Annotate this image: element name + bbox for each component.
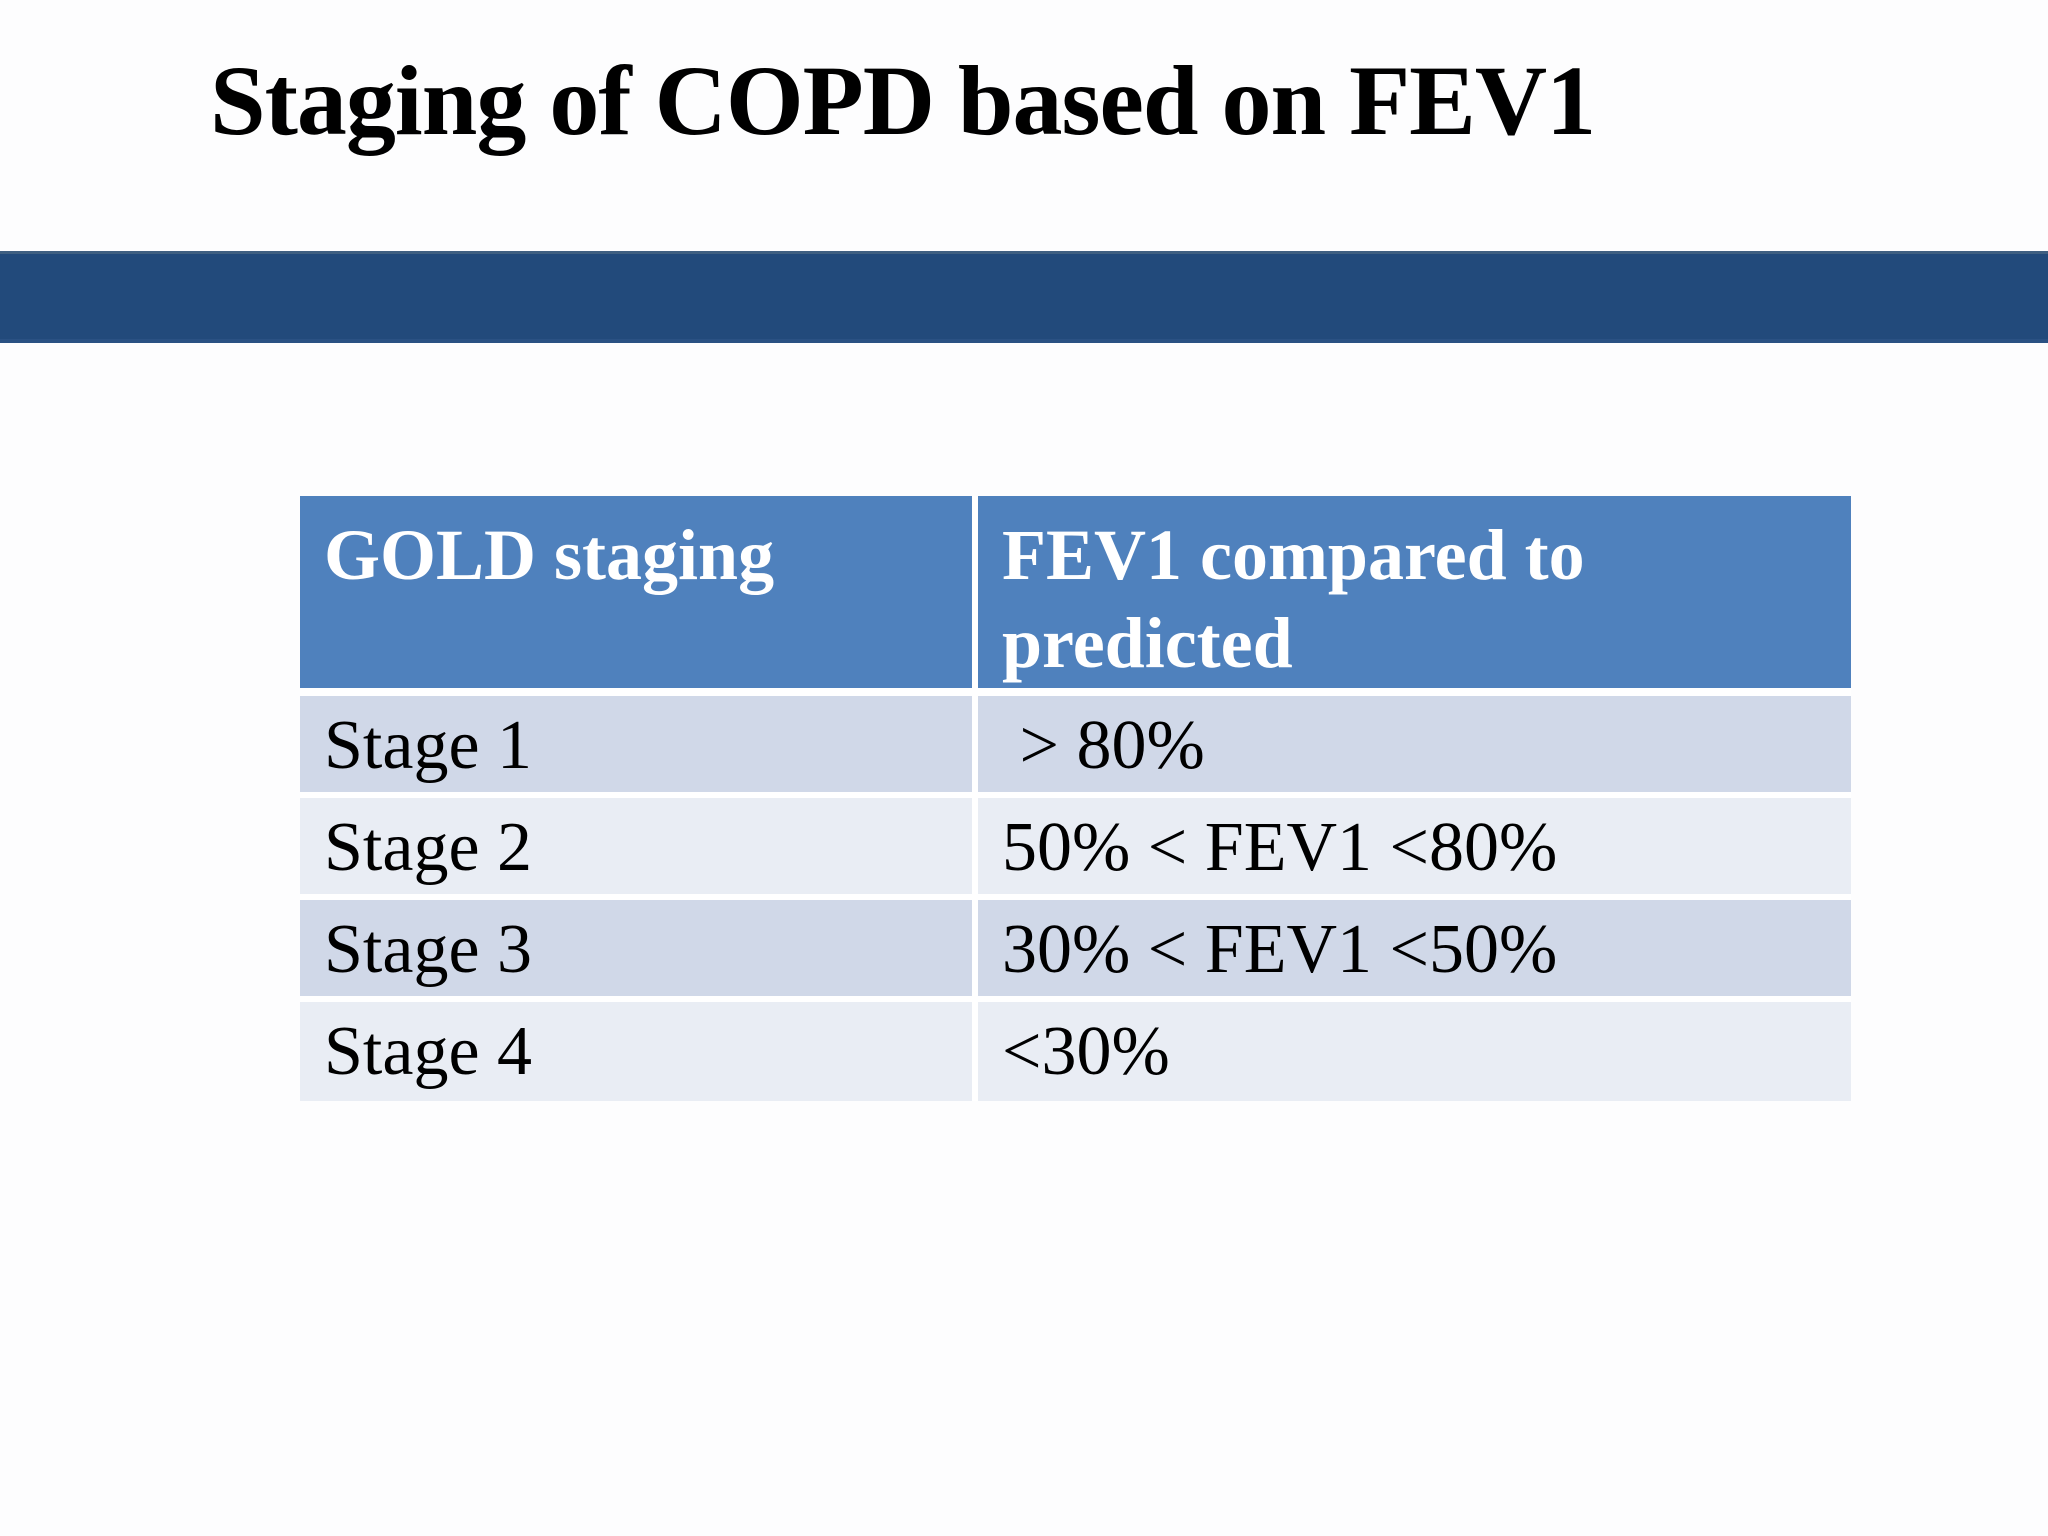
table-header-row: GOLD staging FEV1 compared to predicted <box>300 496 1851 696</box>
header-label-gold-staging: GOLD staging <box>324 515 775 595</box>
header-label-fev1: FEV1 compared to predicted <box>1002 515 1585 683</box>
fev1-cell: 30% < FEV1 <50% <box>978 899 1851 1002</box>
stage-cell: Stage 1 <box>300 695 978 798</box>
slide-title: Staging of COPD based on FEV1 <box>210 45 1596 156</box>
table-row: Stage 3 30% < FEV1 <50% <box>300 899 1851 1002</box>
header-cell-gold-staging: GOLD staging <box>300 496 978 696</box>
stage-cell: Stage 2 <box>300 797 978 900</box>
table-row: Stage 1 > 80% <box>300 695 1851 798</box>
stage-cell: Stage 4 <box>300 1001 978 1101</box>
stage-cell: Stage 3 <box>300 899 978 1002</box>
fev1-cell: > 80% <box>978 695 1851 798</box>
header-cell-fev1: FEV1 compared to predicted <box>978 496 1851 696</box>
divider-bar <box>0 251 2048 343</box>
fev1-cell: 50% < FEV1 <80% <box>978 797 1851 900</box>
table-row: Stage 2 50% < FEV1 <80% <box>300 797 1851 900</box>
copd-staging-table: GOLD staging FEV1 compared to predicted … <box>300 496 1851 1101</box>
fev1-cell: <30% <box>978 1001 1851 1101</box>
table-row: Stage 4 <30% <box>300 1001 1851 1101</box>
